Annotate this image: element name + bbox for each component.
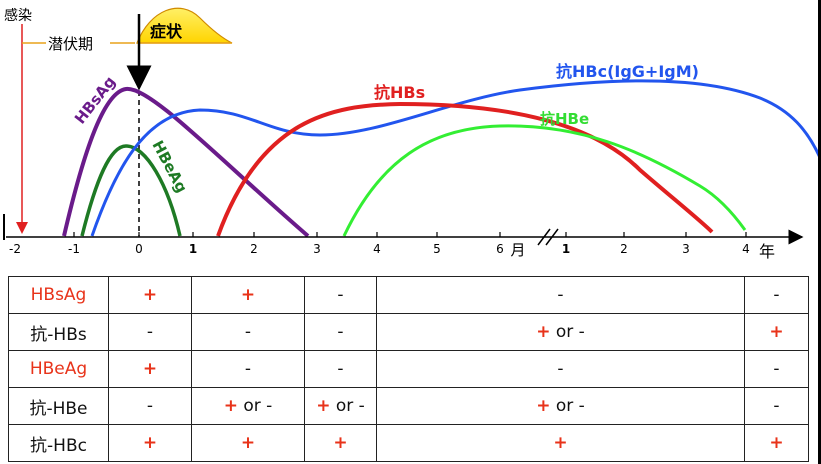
series-hbsag [62,86,310,238]
table-cell: + or - [191,387,305,425]
series-label-anti-hbe: 抗HBe [540,110,589,128]
table-cell: - [304,276,377,314]
table-cell: + [744,424,809,462]
table-cell: + or - [376,387,745,425]
symptom-label: 症状 [150,22,183,41]
series-hbeag [80,144,182,237]
table-cell: + or - [376,313,745,351]
x-tick-label: -1 [68,242,80,256]
table-cell: - [376,276,745,314]
table-cell: + [376,424,745,462]
x-month-unit: 月 [510,241,525,259]
table-cell: - [304,313,377,351]
series-label-anti-hbc: 抗HBc(IgG+IgM) [556,62,699,81]
row-label: 抗-HBc [8,424,109,462]
series-label-anti-hbs: 抗HBs [374,83,425,102]
x-tick-label: 0 [135,242,143,256]
table-cell: + [191,424,305,462]
series-anti-hbs [216,101,714,237]
incubation-label: 潜伏期 [48,35,93,53]
table-cell: - [744,387,809,425]
table-row: HBsAg + + - - - [8,276,809,314]
table-cell: + [191,276,305,314]
table-cell: - [304,350,377,388]
table-cell: + or - [304,387,377,425]
x-tick-label: 2 [250,242,258,256]
x-tick-label: -2 [9,242,21,256]
right-edge-bar [818,0,821,464]
x-tick-label: 4 [373,242,381,256]
row-label: HBeAg [8,350,109,388]
x-tick-label: 3 [682,242,690,256]
x-tick-label: 5 [433,242,441,256]
table-cell: + [108,424,192,462]
axis-break-mark-1 [537,228,551,246]
x-tick-label: 6 [496,242,504,256]
table-cell: - [191,350,305,388]
row-label: HBsAg [8,276,109,314]
axis-break-mark-2 [545,228,559,246]
serology-table: HBsAg + + - - - 抗-HBs - - - + or - + HBeAg + - - - - 抗-HBe… [8,276,809,462]
symptom-area [136,7,233,44]
x-tick-label: 3 [313,242,321,256]
row-label: 抗-HBe [8,387,109,425]
table-cell: - [108,387,192,425]
table-cell: - [191,313,305,351]
table-cell: + [744,313,809,351]
table-row: 抗-HBs - - - + or - + [8,313,809,351]
table-cell: + [108,350,192,388]
table-cell: - [376,350,745,388]
x-year-unit: 年 [759,242,775,261]
x-tick-label: 4 [742,242,750,256]
series-anti-hbc [90,79,821,237]
table-cell: - [744,276,809,314]
series-anti-hbe [342,124,747,237]
table-cell: + [108,276,192,314]
table-cell: - [744,350,809,388]
x-tick-label: 1 [189,242,197,256]
table-row: 抗-HBc + + + + + [8,424,809,462]
x-tick-label: 2 [620,242,628,256]
table-cell: - [108,313,192,351]
row-label: 抗-HBs [8,313,109,351]
table-cell: + [304,424,377,462]
x-tick-label: 1 [562,242,570,256]
table-row: HBeAg + - - - - [8,350,809,388]
x-tick-marks [73,232,747,237]
infection-label: 感染 [4,7,32,24]
table-row: 抗-HBe - + or - + or - + or -- [8,387,809,425]
